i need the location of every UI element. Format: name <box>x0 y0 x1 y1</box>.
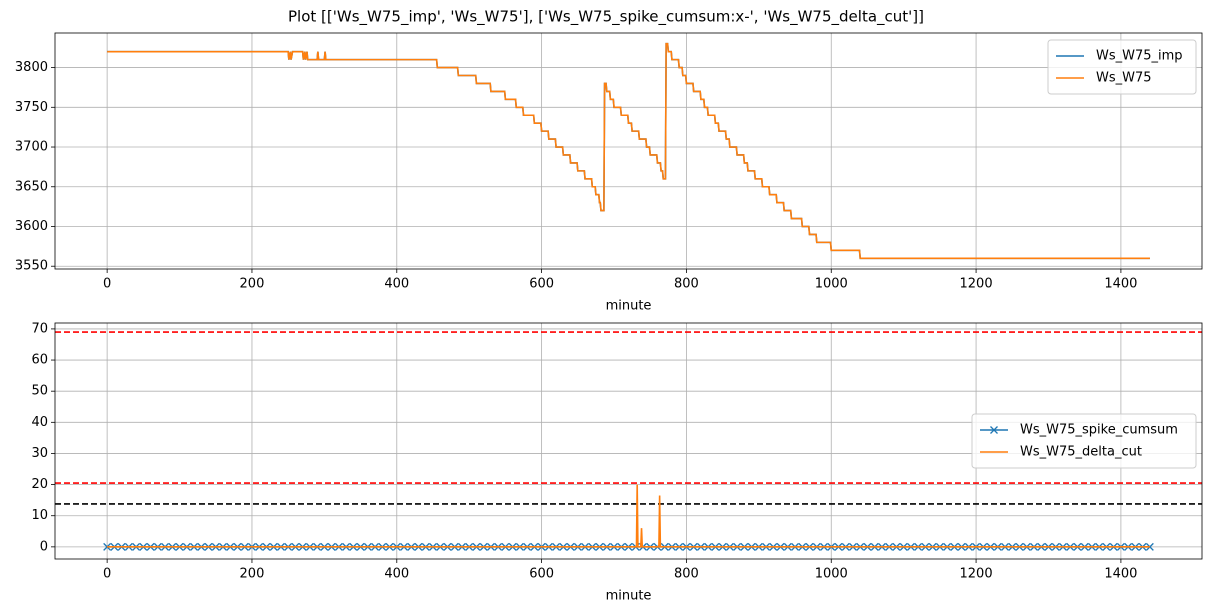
legend-label: Ws_W75 <box>1096 71 1152 86</box>
legend-label: Ws_W75_imp <box>1096 49 1183 64</box>
legend-marker <box>990 426 998 434</box>
legend-box <box>1047 39 1197 95</box>
x-tick-label: 600 <box>529 277 554 292</box>
x-tick-label: 1000 <box>815 567 848 582</box>
y-tick-label: 3700 <box>15 140 48 155</box>
legend-label: Ws_W75_spike_cumsum <box>1020 423 1178 438</box>
y-tick-label: 3650 <box>15 179 48 194</box>
legend-label: Ws_W75_delta_cut <box>1020 445 1142 460</box>
y-tick-label: 20 <box>31 477 48 492</box>
x-tick-label: 600 <box>529 567 554 582</box>
x-tick-label: 1200 <box>960 567 993 582</box>
x-tick-label: 1000 <box>815 277 848 292</box>
x-tick-label: 800 <box>674 567 699 582</box>
x-tick-label: 200 <box>240 277 265 292</box>
x-axis-label: minute <box>606 299 652 314</box>
x-tick-label: 400 <box>384 567 409 582</box>
figure-title: Plot [['Ws_W75_imp', 'Ws_W75'], ['Ws_W75… <box>288 8 924 27</box>
x-axis-label: minute <box>606 589 652 604</box>
y-tick-label: 60 <box>31 353 48 368</box>
plot-area <box>107 42 1150 260</box>
y-tick-label: 40 <box>31 415 48 430</box>
y-tick-label: 3550 <box>15 259 48 274</box>
plot-area <box>103 484 1154 551</box>
x-tick-label: 800 <box>674 277 699 292</box>
x-tick-label: 0 <box>103 567 111 582</box>
series-line <box>107 42 1150 260</box>
y-tick-label: 70 <box>31 321 48 336</box>
y-tick-label: 30 <box>31 446 48 461</box>
x-tick-label: 400 <box>384 277 409 292</box>
axes-frame <box>54 322 1203 560</box>
x-tick-label: 200 <box>240 567 265 582</box>
y-tick-label: 3600 <box>15 219 48 234</box>
y-tick-label: 3750 <box>15 100 48 115</box>
x-tick-label: 1200 <box>960 277 993 292</box>
x-tick-label: 1400 <box>1104 277 1137 292</box>
x-tick-label: 0 <box>103 277 111 292</box>
y-tick-label: 0 <box>40 539 48 554</box>
axes-frame <box>54 32 1203 270</box>
legend-box <box>971 413 1197 469</box>
y-tick-label: 50 <box>31 384 48 399</box>
marker <box>103 542 112 551</box>
series-line <box>107 484 1150 548</box>
x-tick-label: 1400 <box>1104 567 1137 582</box>
y-tick-label: 3800 <box>15 60 48 75</box>
y-tick-label: 10 <box>31 508 48 523</box>
